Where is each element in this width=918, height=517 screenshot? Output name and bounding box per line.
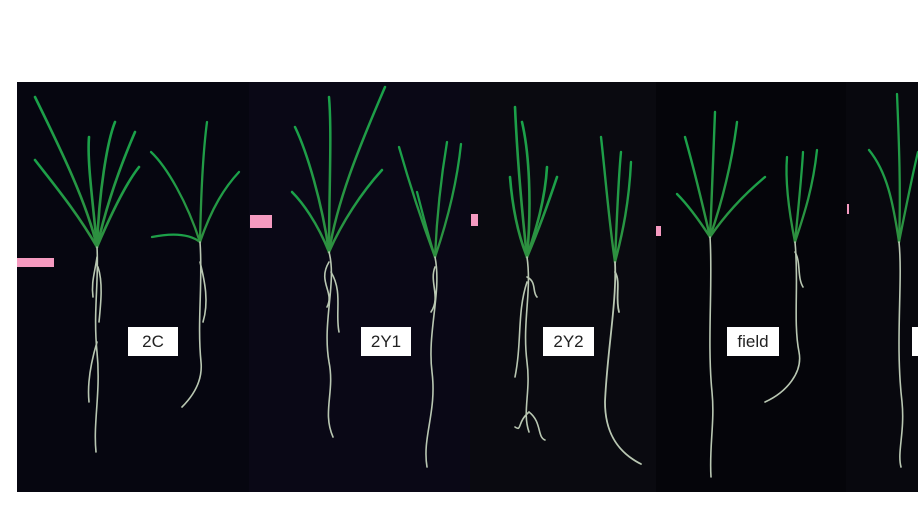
label-2y1: 2Y1: [361, 327, 411, 356]
label-2y2: 2Y2: [543, 327, 594, 356]
panel-2y2: [470, 82, 656, 492]
plant-photo: 2C 2Y1 2Y2 field: [17, 82, 918, 492]
seedling-field-a: [675, 110, 767, 478]
seedling-2y2-a: [508, 105, 559, 441]
seedling-2c-b: [149, 120, 241, 408]
seedling-field-b: [764, 148, 819, 403]
seedling-2y1-a: [290, 85, 387, 438]
label-field: field: [727, 327, 779, 356]
pink-marker: [847, 204, 849, 214]
seedlings-illustration: [33, 85, 918, 478]
seedling-partial: [867, 92, 918, 468]
seedling-2c-a: [33, 95, 141, 453]
panel-2c: [17, 82, 249, 492]
label-2c: 2C: [128, 327, 178, 356]
pink-marker: [656, 226, 661, 236]
pink-marker: [17, 258, 54, 267]
seedling-2y1-b: [397, 140, 463, 468]
pink-marker: [471, 214, 478, 226]
panel-partial: [846, 82, 918, 492]
label-partial: [912, 327, 918, 356]
seedling-2y2-b: [599, 135, 642, 465]
pink-marker: [250, 215, 272, 228]
